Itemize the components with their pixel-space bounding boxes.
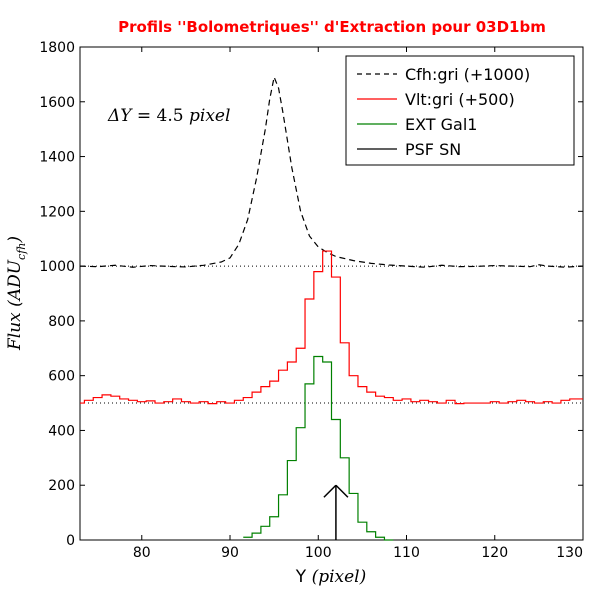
x-tick-label: 80 [133, 545, 151, 561]
x-tick-label: 110 [393, 545, 420, 561]
delta-y-annotation: ΔY = 4.5 pixel [107, 106, 230, 126]
y-tick-label: 400 [48, 423, 75, 439]
y-tick-label: 1600 [39, 95, 75, 111]
legend: Cfh:gri (+1000) Vlt:gri (+500) EXT Gal1 … [345, 55, 575, 166]
series-psf-sn-head-left [323, 484, 337, 498]
series-vlt-gri-500 [80, 250, 583, 405]
series-cfh-gri-1000 [79, 75, 584, 268]
y-tick-label: 1200 [39, 204, 75, 220]
x-axis-label: Y (pixel) [295, 567, 366, 587]
axes: 80 90 100 110 120 130 0 200 400 600 800 1000 1200 140… [39, 40, 584, 561]
legend-label-psf: PSF SN [405, 140, 461, 159]
x-tick-label: 90 [221, 545, 239, 561]
legend-label-ext: EXT Gal1 [405, 115, 477, 134]
x-tick-label: 100 [305, 545, 332, 561]
y-tick-label: 1800 [39, 40, 75, 56]
series-layer [79, 75, 584, 541]
x-tick-label: 120 [481, 545, 508, 561]
series-psf-sn-head-right [335, 484, 349, 498]
series-ext-gal1 [243, 355, 394, 541]
y-tick-label: 600 [48, 369, 75, 385]
y-tick-label: 800 [48, 314, 75, 330]
y-tick-label: 200 [48, 478, 75, 494]
y-tick-label: 0 [66, 533, 75, 549]
legend-label-vlt: Vlt:gri (+500) [405, 90, 515, 109]
y-tick-label: 1000 [39, 259, 75, 275]
chart-title: Profils ''Bolometriques'' d'Extraction p… [118, 18, 546, 36]
y-tick-label: 1400 [39, 150, 75, 166]
x-tick-label: 130 [556, 545, 583, 561]
y-axis-label: Flux (ADUcfh) [5, 236, 28, 351]
legend-label-cfh: Cfh:gri (+1000) [405, 65, 530, 84]
